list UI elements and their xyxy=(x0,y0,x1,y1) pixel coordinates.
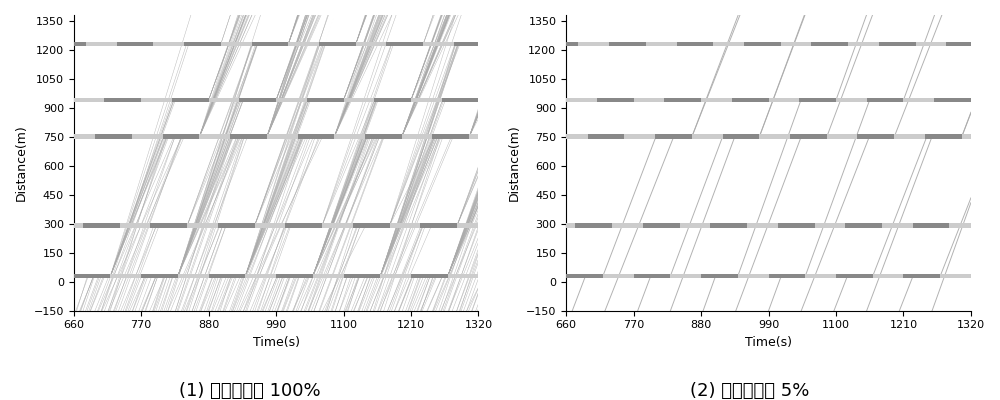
X-axis label: Time(s): Time(s) xyxy=(253,336,300,349)
Y-axis label: Distance(m): Distance(m) xyxy=(15,124,28,201)
Y-axis label: Distance(m): Distance(m) xyxy=(508,124,520,201)
Text: (2) 浮动车比例 5%: (2) 浮动车比例 5% xyxy=(690,382,810,400)
Text: (1) 浮动车比例 100%: (1) 浮动车比例 100% xyxy=(179,382,321,400)
X-axis label: Time(s): Time(s) xyxy=(745,336,792,349)
